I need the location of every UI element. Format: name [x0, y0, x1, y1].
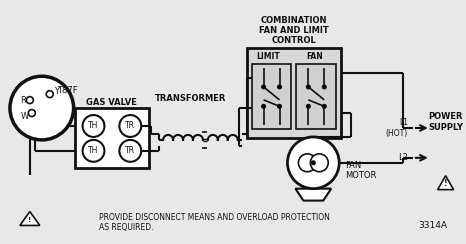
Text: COMBINATION
FAN AND LIMIT
CONTROL: COMBINATION FAN AND LIMIT CONTROL	[259, 16, 329, 45]
Circle shape	[306, 85, 310, 89]
Polygon shape	[438, 176, 453, 190]
Text: !: !	[28, 217, 32, 224]
Text: POWER
SUPPLY: POWER SUPPLY	[428, 112, 463, 132]
Circle shape	[298, 154, 316, 172]
Bar	[296, 64, 336, 129]
Circle shape	[82, 115, 104, 137]
Text: T87F: T87F	[57, 86, 77, 95]
Circle shape	[28, 110, 35, 117]
Bar	[252, 64, 291, 129]
Circle shape	[10, 76, 74, 140]
Text: TH: TH	[89, 146, 99, 155]
Text: 3314A: 3314A	[418, 221, 448, 230]
Text: TRANSFORMER: TRANSFORMER	[155, 94, 226, 103]
Polygon shape	[295, 189, 331, 201]
Circle shape	[261, 85, 266, 89]
Circle shape	[306, 104, 310, 108]
Text: TH: TH	[89, 122, 99, 131]
Circle shape	[27, 97, 34, 104]
Text: GAS VALVE: GAS VALVE	[87, 98, 137, 107]
Text: !: !	[444, 179, 447, 188]
Circle shape	[311, 161, 315, 165]
Polygon shape	[20, 212, 40, 225]
Circle shape	[278, 85, 281, 89]
Text: LIMIT: LIMIT	[257, 52, 281, 61]
Bar	[75, 108, 149, 168]
Text: AS REQUIRED.: AS REQUIRED.	[99, 223, 154, 232]
Circle shape	[278, 104, 281, 108]
Circle shape	[322, 85, 326, 89]
Circle shape	[46, 91, 53, 98]
Circle shape	[261, 104, 266, 108]
Circle shape	[119, 140, 141, 162]
Text: PROVIDE DISCONNECT MEANS AND OVERLOAD PROTECTION: PROVIDE DISCONNECT MEANS AND OVERLOAD PR…	[99, 213, 330, 222]
Text: Y: Y	[54, 87, 59, 96]
Text: FAN: FAN	[306, 52, 322, 61]
Text: L1
(HOT): L1 (HOT)	[385, 118, 408, 138]
Text: TR: TR	[125, 146, 135, 155]
Circle shape	[322, 104, 326, 108]
Text: W: W	[21, 112, 29, 121]
Circle shape	[119, 115, 141, 137]
Text: R: R	[20, 96, 26, 105]
Circle shape	[310, 154, 328, 172]
Text: TR: TR	[125, 122, 135, 131]
Circle shape	[82, 140, 104, 162]
Bar	[247, 48, 341, 138]
Text: L2: L2	[398, 153, 408, 162]
Circle shape	[288, 137, 339, 189]
Text: FAN
MOTOR: FAN MOTOR	[345, 161, 377, 181]
